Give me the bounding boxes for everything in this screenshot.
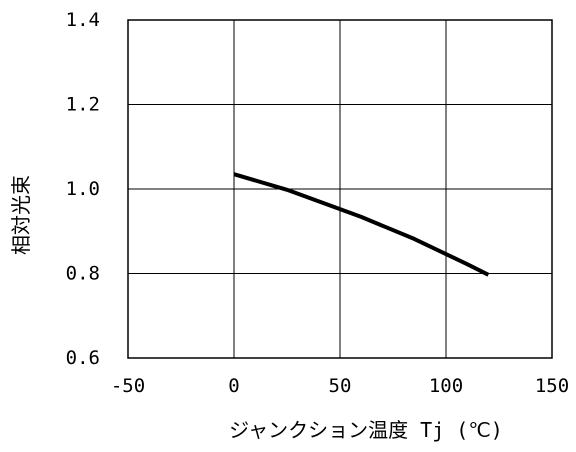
y-tick-label: 1.0 (66, 178, 100, 200)
x-tick-label: 100 (429, 375, 463, 397)
y-tick-label: 0.8 (66, 263, 100, 285)
plot-border (127, 19, 553, 359)
plot-frame (127, 19, 553, 359)
grid-lines (128, 20, 552, 358)
x-tick-label: 150 (535, 375, 569, 397)
x-tick-label: 50 (329, 375, 352, 397)
y-axis-label: 相対光束 (9, 175, 33, 255)
x-tick-label: 0 (228, 375, 239, 397)
tick-labels: -50 0 50 100 150 0.6 0.8 1.0 1.2 1.4 (66, 9, 569, 397)
series-layer (233, 172, 490, 277)
x-axis-label: ジャンクション温度 Tj (℃) (229, 418, 503, 442)
y-tick-label: 1.2 (66, 94, 100, 116)
x-tick-label: -50 (111, 375, 145, 397)
y-tick-label: 1.4 (66, 9, 100, 31)
series-line (233, 172, 490, 277)
y-tick-label: 0.6 (66, 347, 100, 369)
